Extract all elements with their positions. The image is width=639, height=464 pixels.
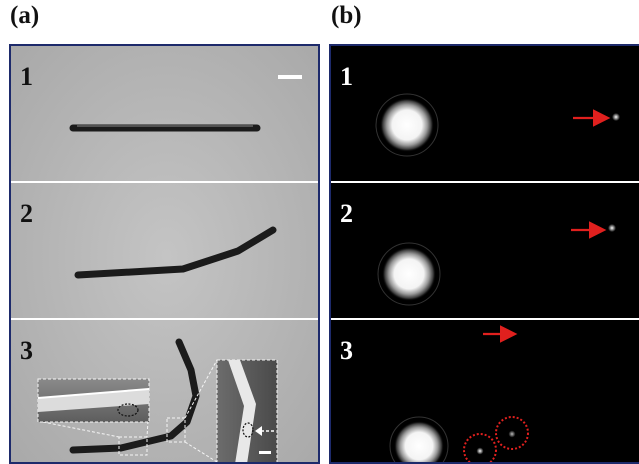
- emission-spot: [508, 430, 516, 438]
- row-separator: [331, 318, 639, 320]
- scale-bar: [278, 75, 302, 79]
- inset-right-magnified: [216, 359, 278, 462]
- panel-a-microscopy-frame: 1 2 3: [9, 44, 320, 464]
- row-number: 1: [340, 62, 353, 91]
- row-separator: [331, 181, 639, 183]
- row-number: 2: [20, 199, 33, 228]
- row-number: 1: [20, 62, 33, 91]
- defect-marker: [242, 422, 254, 438]
- laser-spot: [377, 242, 441, 306]
- panel-b-row-2: 2: [331, 183, 639, 318]
- left-dashed-arrow-icon: [255, 426, 274, 436]
- row-separator: [11, 318, 318, 320]
- inset-left-magnified: [37, 378, 150, 423]
- panel-a-row-3: 3: [11, 320, 318, 462]
- panel-b-darkfield-frame: 1 2 3: [329, 44, 639, 464]
- panel-a-row-2: 2: [11, 183, 318, 318]
- bent-nanowire: [74, 226, 277, 279]
- row-number: 3: [340, 336, 353, 365]
- panel-label-a: (a): [10, 2, 40, 29]
- panel-a-row-1: 1: [11, 46, 318, 181]
- emission-circle-marker: [495, 416, 529, 450]
- row-number: 3: [20, 336, 33, 365]
- panel-label-b: (b): [331, 2, 362, 29]
- panel-a-image: [11, 46, 318, 462]
- panel-b-row-3: 3: [331, 320, 639, 462]
- straight-nanowire: [69, 124, 261, 132]
- panel-b-image: [375, 93, 620, 462]
- emission-spot: [608, 224, 616, 232]
- emission-circle-marker: [463, 433, 497, 462]
- deformed-nanowire: [69, 338, 200, 454]
- scale-bar: [259, 451, 271, 454]
- emission-spot: [612, 113, 620, 121]
- row-number: 2: [340, 199, 353, 228]
- row-separator: [11, 181, 318, 183]
- panel-b-row-1: 1: [331, 46, 639, 181]
- zoom-guides: [37, 359, 218, 462]
- emission-spot: [476, 447, 484, 455]
- laser-spot: [375, 93, 439, 157]
- defect-marker: [117, 403, 139, 417]
- laser-spot: [389, 416, 449, 462]
